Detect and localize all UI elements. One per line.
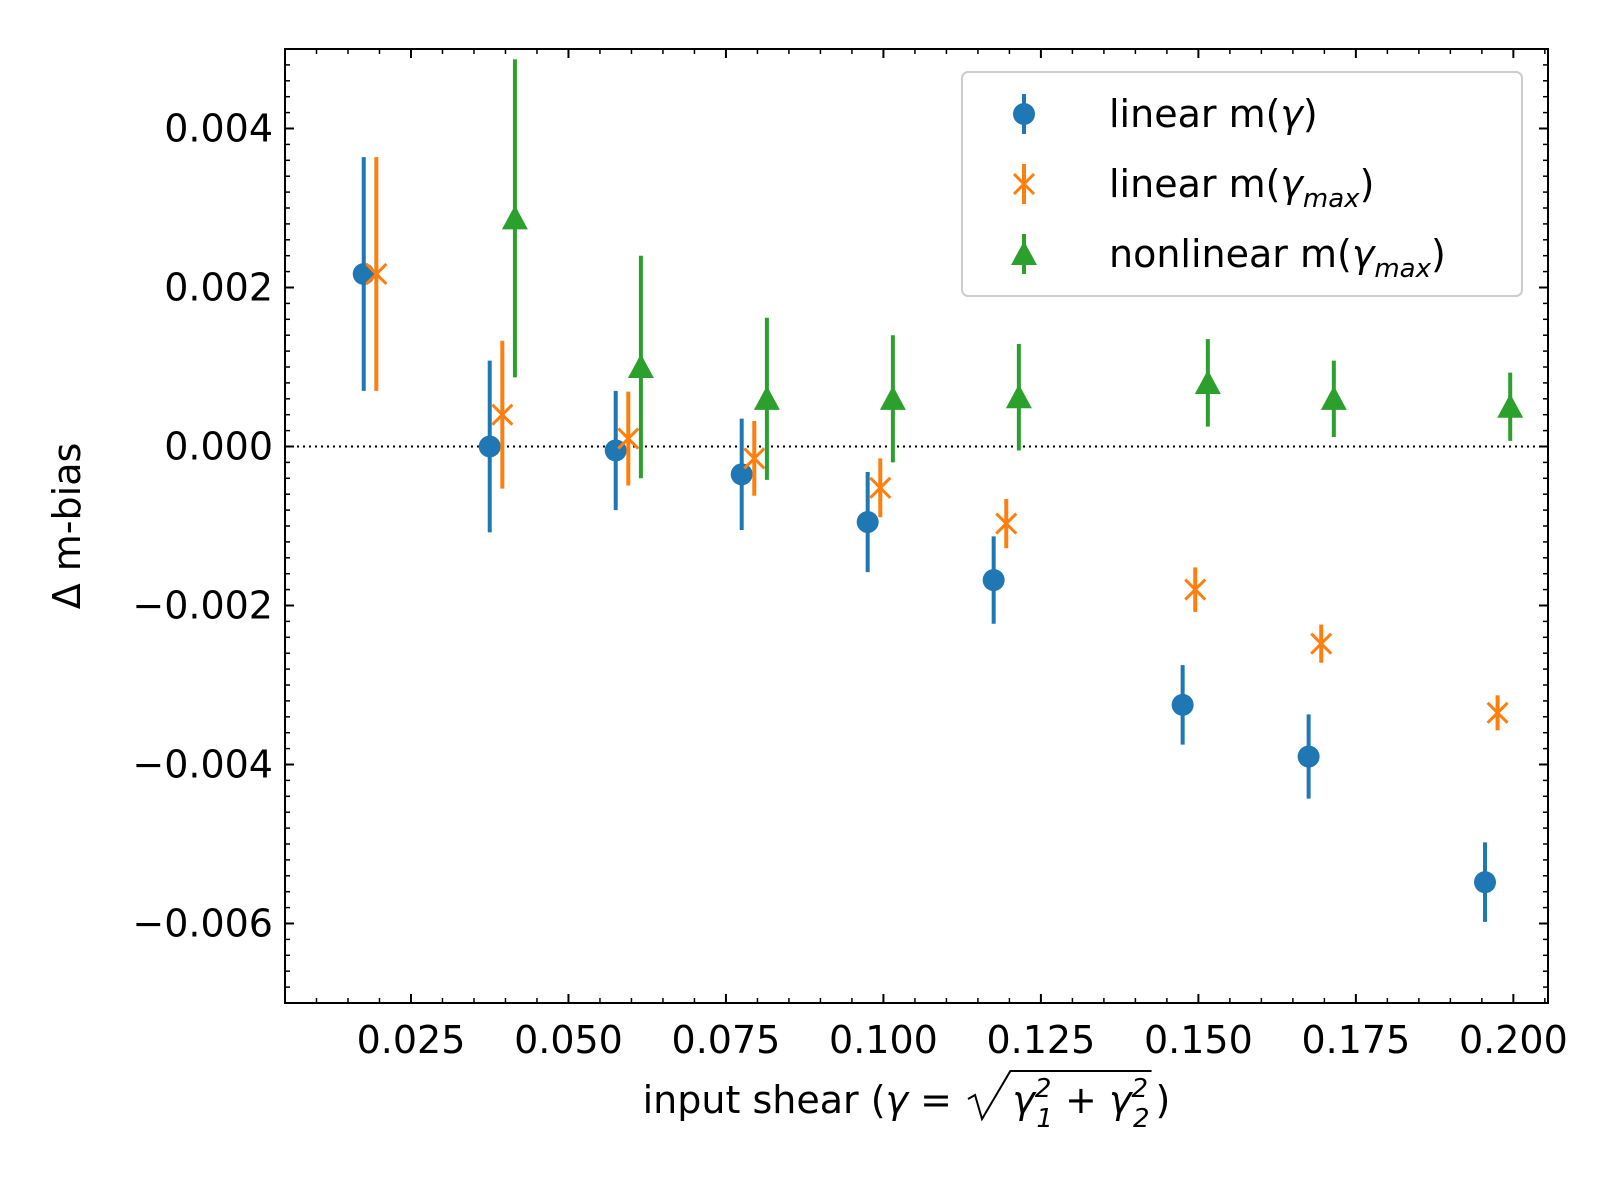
legend-label: linear m(γmax)	[1109, 162, 1374, 214]
sqrt-sign	[967, 1070, 1152, 1122]
x-tick-label: 0.200	[1459, 1018, 1568, 1062]
y-tick-label: −0.006	[132, 902, 273, 946]
x-marker-stroke	[491, 403, 514, 426]
x-axis-label-term2: γ	[1109, 1078, 1134, 1122]
x-tick-label: 0.050	[514, 1018, 623, 1062]
legend-label-close: )	[1431, 232, 1446, 276]
legend-entry-0: linear m(γ)	[1013, 92, 1318, 136]
series-layer	[352, 59, 1524, 922]
data-point	[1486, 701, 1509, 724]
legend-entry-1: linear m(γmax)	[1012, 162, 1374, 214]
legend-label-main: linear m(	[1109, 162, 1280, 206]
x-axis-label: input shear (γ = γ2 1 + γ2 2)	[643, 1074, 1171, 1134]
y-tick-label: 0.002	[164, 266, 273, 310]
data-point	[501, 205, 528, 230]
data-point	[730, 463, 753, 486]
x-marker-stroke	[617, 427, 640, 450]
x-axis-label-prefix: input shear (	[643, 1078, 886, 1122]
x-axis-label-sqrt	[964, 1078, 1012, 1122]
data-point	[1497, 393, 1524, 418]
legend-box	[961, 71, 1523, 297]
legend-label: nonlinear m(γmax)	[1109, 232, 1446, 284]
data-point	[743, 447, 766, 470]
legend-label-symbol: γ	[1352, 232, 1377, 276]
data-point	[1194, 369, 1221, 394]
y-tick-label: −0.004	[132, 743, 273, 787]
legend-marker	[1013, 103, 1035, 125]
series-0	[352, 157, 1497, 922]
tick-layer: 0.025 0.050 0.075 0.100 0.125 0.150 0.175 0.200…	[132, 49, 1568, 1062]
y-tick-label: 0.004	[164, 107, 273, 151]
data-point	[995, 512, 1018, 535]
legend-entry-2: nonlinear m(γmax)	[1011, 232, 1446, 284]
legend-label-main: linear m(	[1109, 92, 1280, 136]
x-tick-label: 0.075	[672, 1018, 781, 1062]
x-tick-label: 0.150	[1144, 1018, 1253, 1062]
legend-marker	[1011, 241, 1037, 266]
x-marker-stroke	[743, 447, 766, 470]
x-marker-stroke	[869, 476, 892, 499]
data-point	[879, 385, 906, 410]
x-axis-label-term1-sup: 2	[1035, 1074, 1052, 1104]
x-axis-label-suffix: )	[1156, 1078, 1171, 1122]
x-axis-label-gamma: γ	[886, 1078, 911, 1122]
data-point	[352, 262, 375, 285]
x-tick-label: 0.125	[987, 1018, 1096, 1062]
data-point	[753, 385, 780, 410]
legend-label-close: )	[1303, 92, 1318, 136]
legend-label-symbol: γ	[1280, 92, 1305, 136]
x-axis-label-plus: +	[1053, 1078, 1109, 1122]
data-point	[365, 262, 388, 286]
legend-label-main: nonlinear m(	[1109, 232, 1352, 276]
legend-label-subscript: max	[1374, 254, 1431, 284]
data-point	[1310, 632, 1333, 655]
x-tick-label: 0.175	[1301, 1018, 1410, 1062]
data-point	[1184, 578, 1207, 601]
x-axis-label-term2-sub: 2	[1133, 1104, 1150, 1134]
x-marker-stroke	[1486, 701, 1509, 724]
data-point	[869, 476, 892, 499]
data-point	[1171, 693, 1194, 716]
x-marker-stroke	[365, 262, 388, 286]
data-point	[1005, 384, 1032, 409]
y-axis-label: Δ m-bias	[45, 443, 89, 610]
x-tick-label: 0.100	[829, 1018, 938, 1062]
legend-label-symbol: γ	[1280, 162, 1305, 206]
x-axis-label-term2-sup: 2	[1131, 1074, 1148, 1104]
x-axis-label-equals: =	[908, 1078, 964, 1122]
data-point	[1474, 871, 1497, 894]
data-point	[478, 435, 501, 458]
x-marker-stroke	[1184, 578, 1207, 601]
data-point	[627, 354, 654, 379]
x-axis-label-term1: γ	[1012, 1078, 1037, 1122]
data-point	[856, 511, 879, 534]
legend-label-close: )	[1360, 162, 1375, 206]
x-marker-stroke	[1012, 172, 1036, 196]
y-tick-label: −0.002	[132, 584, 273, 628]
data-point	[982, 569, 1005, 592]
series-2	[501, 59, 1524, 480]
legend-label: linear m(γ)	[1109, 92, 1318, 136]
data-point	[617, 427, 640, 450]
data-point	[491, 403, 514, 426]
y-tick-label: 0.000	[164, 425, 273, 469]
data-point	[1320, 385, 1347, 410]
x-tick-label: 0.025	[357, 1018, 466, 1062]
legend-label-subscript: max	[1303, 184, 1360, 214]
legend: linear m(γ)linear m(γmax)nonlinear m(γma…	[961, 71, 1523, 297]
legend-marker	[1012, 172, 1036, 196]
x-marker-stroke	[995, 512, 1018, 535]
x-marker-stroke	[1310, 632, 1333, 655]
data-point	[1297, 745, 1320, 768]
x-axis-label-term1-sub: 1	[1036, 1104, 1053, 1134]
series-1	[365, 157, 1509, 731]
